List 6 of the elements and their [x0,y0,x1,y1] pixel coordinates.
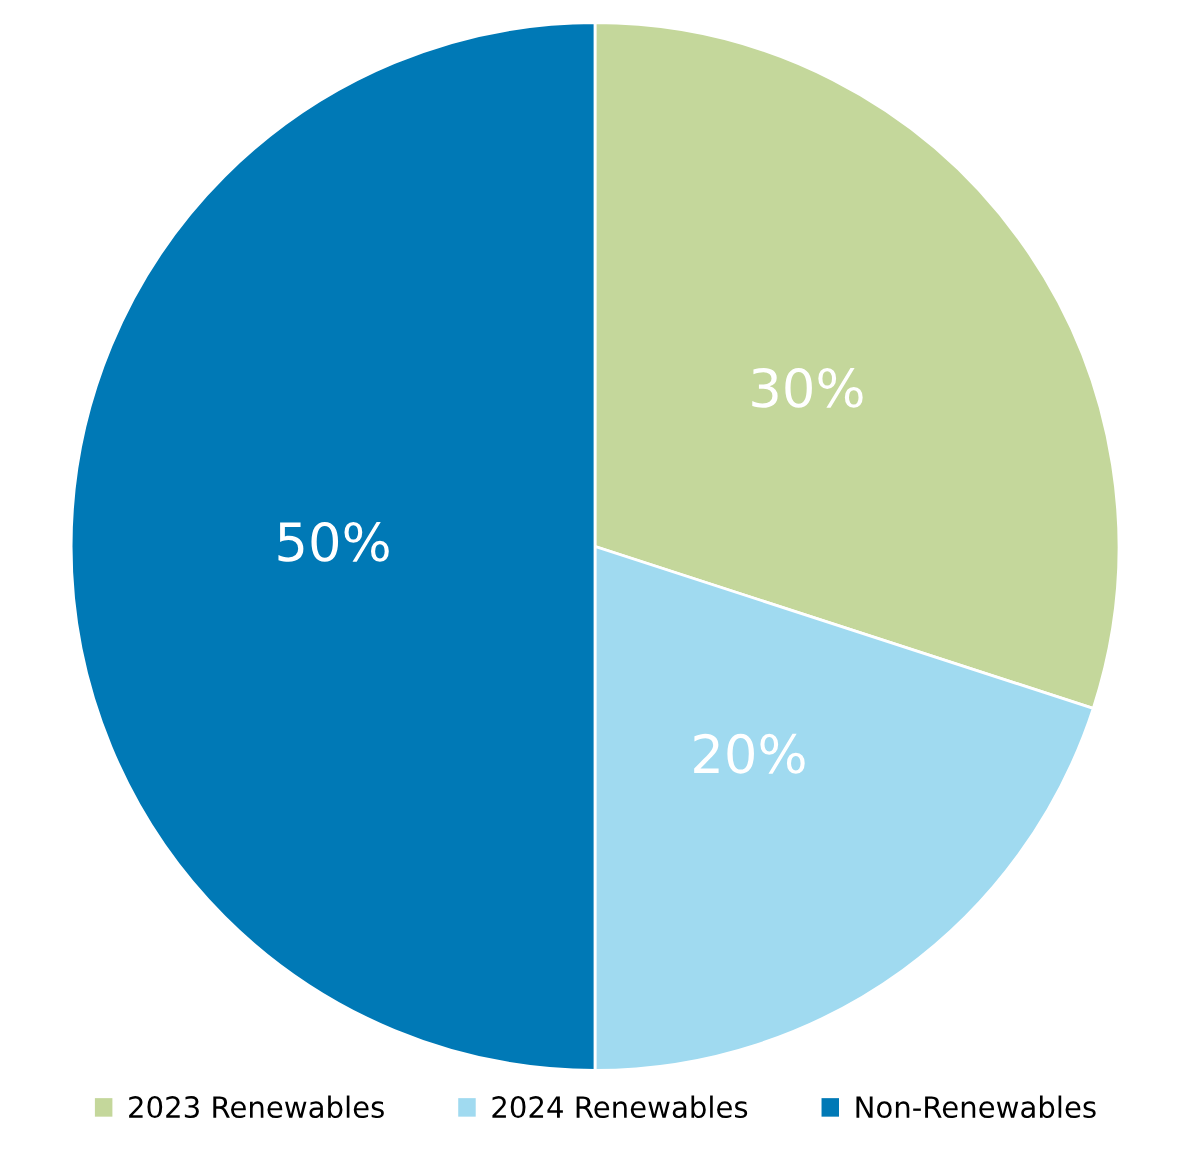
data-label: 30% [752,367,863,408]
data-label: 50% [278,521,389,562]
legend-label: 2023 Renewables [129,1095,384,1119]
data-label: 20% [694,733,805,774]
legend-label: 2024 Renewables [492,1095,748,1119]
legend-label: Non-Renewables [856,1095,1096,1119]
